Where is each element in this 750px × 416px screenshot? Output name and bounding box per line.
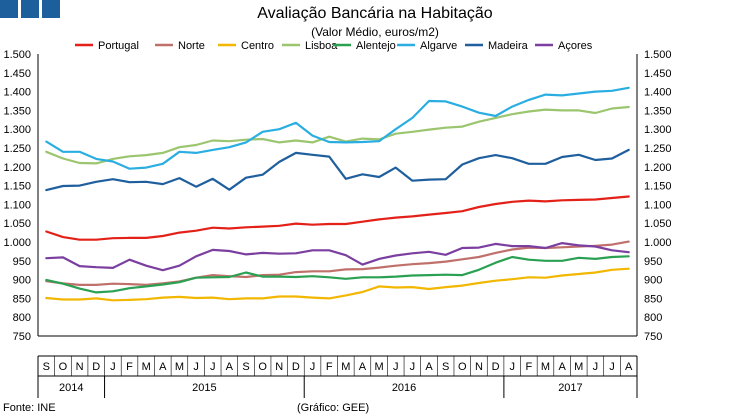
legend-label-madeira: Madeira	[488, 40, 529, 52]
y-tick-label-left: 1.050	[3, 218, 31, 230]
y-tick-label-left: 1.450	[3, 68, 31, 80]
x-tick-label: A	[159, 361, 167, 373]
chart-title: Avaliação Bancária na Habitação	[257, 5, 493, 22]
x-tick-label: M	[175, 361, 184, 373]
legend-label-portugal: Portugal	[98, 40, 139, 52]
y-tick-label-left: 1.150	[3, 181, 31, 193]
x-tick-label: N	[475, 361, 483, 373]
x-tick-label: A	[226, 361, 234, 373]
y-tick-label-right: 1.350	[644, 105, 672, 117]
x-tick-label: J	[193, 361, 199, 373]
y-tick-label-left: 900	[13, 275, 31, 287]
series-line-centro	[45, 267, 630, 302]
legend-label-lisboa: Lisboa	[305, 40, 338, 52]
y-tick-label-right: 1.050	[644, 218, 672, 230]
y-tick-label-left: 800	[13, 312, 31, 324]
x-tick-label: J	[310, 361, 316, 373]
x-tick-label: J	[110, 361, 116, 373]
y-tick-label-left: 850	[13, 293, 31, 305]
legend-label-centro: Centro	[241, 40, 274, 52]
x-tick-label: O	[59, 361, 68, 373]
x-tick-label: A	[558, 361, 566, 373]
y-tick-label-right: 1.250	[644, 143, 672, 155]
y-tick-label-left: 1.250	[3, 143, 31, 155]
x-tick-label: M	[574, 361, 583, 373]
x-tick-label: M	[341, 361, 350, 373]
chart-credit: (Gráfico: GEE)	[297, 402, 370, 414]
x-tick-label: N	[76, 361, 84, 373]
x-tick-label: J	[509, 361, 515, 373]
x-tick-label: M	[375, 361, 384, 373]
x-tick-label: D	[92, 361, 100, 373]
source-note: Fonte: INE	[3, 402, 56, 414]
series-line-lisboa	[45, 105, 630, 165]
legend-label-algarve: Algarve	[420, 40, 457, 52]
logo-square	[0, 0, 18, 18]
gee-logo	[0, 0, 60, 18]
y-tick-label-left: 750	[13, 331, 31, 343]
y-tick-label-left: 950	[13, 256, 31, 268]
series-line-portugal	[45, 195, 630, 241]
series-line-madeira	[45, 148, 630, 192]
x-tick-label: J	[410, 361, 416, 373]
y-tick-label-right: 800	[644, 312, 662, 324]
y-tick-label-left: 1.400	[3, 87, 31, 99]
logo-square	[21, 0, 39, 18]
y-tick-label-right: 1.450	[644, 68, 672, 80]
y-tick-label-right: 950	[644, 256, 662, 268]
y-tick-label-left: 1.500	[3, 49, 31, 61]
x-tick-label: J	[609, 361, 615, 373]
y-tick-label-left: 1.300	[3, 124, 31, 136]
year-label: 2016	[392, 382, 416, 394]
x-tick-label: D	[292, 361, 300, 373]
year-label: 2014	[59, 382, 83, 394]
year-label: 2017	[558, 382, 582, 394]
x-tick-label: S	[43, 361, 50, 373]
legend-label-norte: Norte	[178, 40, 205, 52]
x-tick-label: F	[525, 361, 532, 373]
x-tick-label: M	[142, 361, 151, 373]
x-tick-label: N	[275, 361, 283, 373]
x-tick-label: J	[393, 361, 399, 373]
x-tick-label: D	[492, 361, 500, 373]
year-label: 2015	[192, 382, 216, 394]
x-tick-label: F	[126, 361, 133, 373]
y-tick-label-right: 850	[644, 293, 662, 305]
x-tick-label: O	[258, 361, 267, 373]
x-tick-label: A	[625, 361, 633, 373]
y-tick-label-right: 900	[644, 275, 662, 287]
y-tick-label-right: 1.100	[644, 199, 672, 211]
chart-subtitle: (Valor Médio, euros/m2)	[311, 25, 439, 39]
x-tick-label: J	[210, 361, 216, 373]
x-tick-label: A	[425, 361, 433, 373]
y-tick-label-right: 1.150	[644, 181, 672, 193]
x-tick-label: O	[458, 361, 467, 373]
y-tick-label-left: 1.100	[3, 199, 31, 211]
legend-label-alentejo: Alentejo	[356, 40, 396, 52]
y-tick-label-right: 750	[644, 331, 662, 343]
x-tick-label: F	[326, 361, 333, 373]
x-tick-label: J	[593, 361, 599, 373]
y-tick-label-left: 1.200	[3, 162, 31, 174]
x-tick-label: M	[541, 361, 550, 373]
series-line-açores	[45, 242, 630, 272]
x-tick-label: S	[242, 361, 249, 373]
y-tick-label-right: 1.400	[644, 87, 672, 99]
x-tick-label: A	[359, 361, 367, 373]
x-tick-label: S	[442, 361, 449, 373]
series-line-norte	[45, 240, 630, 286]
logo-square	[42, 0, 60, 18]
series-line-alentejo	[45, 255, 630, 294]
series-line-algarve	[45, 86, 630, 170]
y-tick-label-right: 1.500	[644, 49, 672, 61]
y-tick-label-left: 1.000	[3, 237, 31, 249]
y-tick-label-left: 1.350	[3, 105, 31, 117]
y-tick-label-right: 1.000	[644, 237, 672, 249]
legend-label-açores: Açores	[558, 40, 593, 52]
y-tick-label-right: 1.200	[644, 162, 672, 174]
y-tick-label-right: 1.300	[644, 124, 672, 136]
